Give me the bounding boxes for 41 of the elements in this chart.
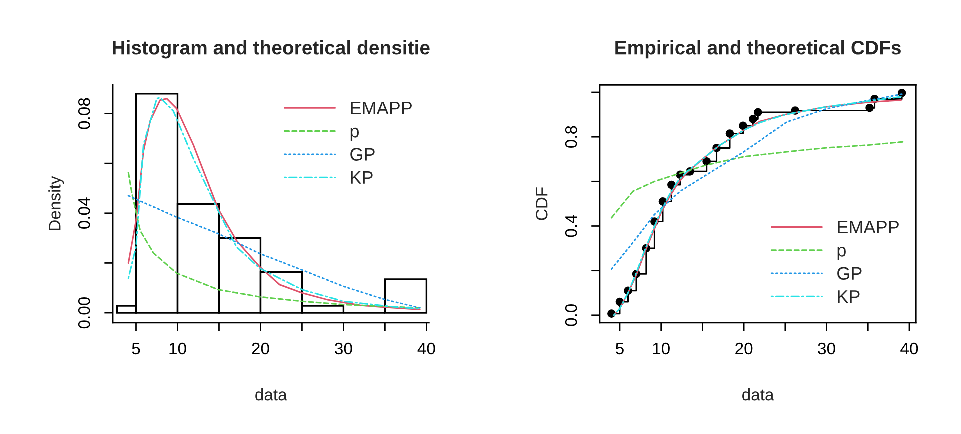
point bbox=[702, 157, 711, 166]
y-tick-label: 0.04 bbox=[78, 198, 90, 229]
y-tick-label: 0.08 bbox=[78, 98, 90, 130]
legend-label: GP bbox=[838, 267, 862, 280]
point bbox=[748, 115, 758, 124]
legend-label: EMAPP bbox=[351, 102, 412, 114]
legend-label: p bbox=[838, 246, 846, 260]
point bbox=[866, 104, 874, 112]
x-tick-label: 5 bbox=[132, 343, 140, 355]
x-tick-label: 10 bbox=[653, 342, 670, 355]
point bbox=[668, 180, 676, 190]
y-tick-label: 0.00 bbox=[78, 297, 90, 329]
legend-label: p bbox=[350, 128, 360, 142]
legend-label: EMAPP bbox=[838, 221, 899, 234]
y-axis-title: Density bbox=[48, 176, 64, 230]
x-tick-label: 30 bbox=[335, 342, 352, 355]
x-tick-label: 20 bbox=[252, 342, 270, 355]
line-series bbox=[610, 141, 904, 219]
y-axis-title: CDF bbox=[536, 188, 548, 220]
x-axis-title: data bbox=[742, 388, 774, 401]
legend-label: GP bbox=[350, 148, 375, 161]
x-tick-label: 10 bbox=[170, 342, 186, 355]
y-tick-label: 0.8 bbox=[565, 126, 578, 148]
point bbox=[726, 130, 734, 138]
y-tick-label: 0.0 bbox=[565, 304, 578, 326]
line-series bbox=[128, 172, 421, 309]
x-tick-label: 5 bbox=[616, 343, 624, 355]
legend-label: KP bbox=[838, 290, 860, 303]
line-series bbox=[128, 195, 421, 309]
x-tick-label: 20 bbox=[736, 342, 753, 355]
point bbox=[754, 108, 762, 117]
y-tick-label: 0.4 bbox=[565, 215, 578, 238]
chart-title: Empirical and theoretical CDFs bbox=[616, 40, 901, 59]
point bbox=[739, 122, 748, 130]
x-tick-label: 40 bbox=[418, 342, 436, 355]
point bbox=[608, 310, 616, 318]
chart-title: Histogram and theoretical densitie bbox=[113, 40, 430, 59]
x-tick-label: 30 bbox=[818, 342, 836, 355]
x-tick-label: 40 bbox=[900, 342, 918, 355]
legend-label: KP bbox=[351, 172, 373, 184]
x-axis-title: data bbox=[256, 388, 288, 401]
